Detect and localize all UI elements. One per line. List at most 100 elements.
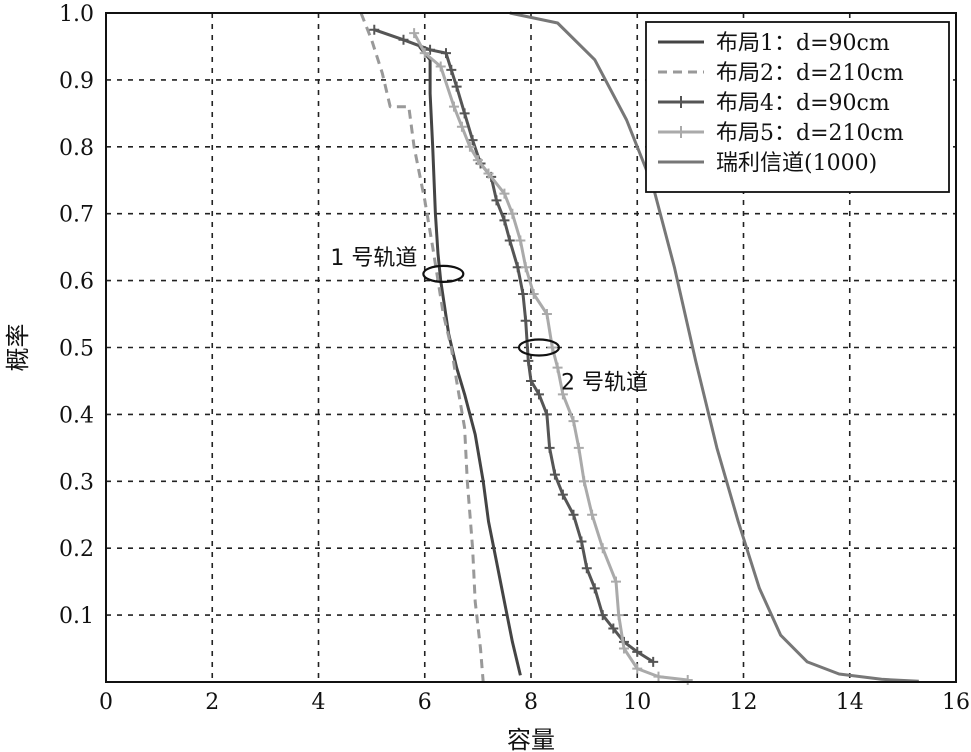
y-tick-label: 0.6 xyxy=(59,270,94,295)
x-tick-label: 14 xyxy=(836,690,864,715)
grid-lines xyxy=(106,13,956,682)
series-point xyxy=(579,476,590,487)
series-point xyxy=(425,44,436,55)
y-tick-label: 0.5 xyxy=(59,337,94,362)
series-point xyxy=(523,355,534,366)
legend-entry: 瑞利信道(1000) xyxy=(716,151,877,176)
series-point xyxy=(504,235,515,246)
series-line-4 xyxy=(412,32,688,682)
series-markers-4 xyxy=(409,28,693,685)
series-point xyxy=(483,168,494,179)
series-point xyxy=(409,28,420,39)
series-point xyxy=(398,34,409,45)
y-axis-label: 概率 xyxy=(4,324,32,372)
x-tick-label: 8 xyxy=(524,690,538,715)
series-point xyxy=(459,108,470,119)
x-tick-label: 2 xyxy=(205,690,219,715)
series-point xyxy=(419,48,430,59)
y-tick-label: 0.9 xyxy=(59,69,94,94)
series-point xyxy=(456,121,467,132)
series-point xyxy=(632,663,643,674)
track-label: 2 号轨道 xyxy=(561,371,648,396)
series-point xyxy=(573,442,584,453)
legend-entry: 布局2：d=210cm xyxy=(716,61,904,86)
series-point xyxy=(446,64,457,75)
series-point xyxy=(467,135,478,146)
series-point xyxy=(597,610,608,621)
legend-box xyxy=(645,21,950,193)
legend-entry: 布局4：d=90cm xyxy=(716,91,890,116)
x-axis-label: 容量 xyxy=(507,726,555,752)
series-point xyxy=(533,389,544,400)
series-point xyxy=(448,101,459,112)
series-point xyxy=(507,208,518,219)
series-point xyxy=(611,576,621,587)
series-point xyxy=(544,442,555,453)
track-label: 1 号轨道 xyxy=(330,246,417,271)
series-point xyxy=(632,646,643,657)
series-point xyxy=(613,610,624,621)
annotations: 1 号轨道 2 号轨道 xyxy=(330,246,648,396)
series-point xyxy=(648,656,659,667)
legend-marker xyxy=(675,96,687,108)
plot-frame xyxy=(105,12,957,683)
track-ellipse xyxy=(517,338,561,357)
x-tick-label: 0 xyxy=(99,690,113,715)
series-point xyxy=(552,362,563,373)
x-tick-label: 12 xyxy=(730,690,758,715)
series-point xyxy=(451,81,462,92)
legend-entry: 布局5：d=210cm xyxy=(716,121,904,146)
legend-marker xyxy=(675,126,687,138)
series-point xyxy=(441,48,451,59)
series-point xyxy=(541,309,552,320)
series-point xyxy=(520,262,531,273)
series-point xyxy=(541,409,552,420)
series-markers-3 xyxy=(369,24,659,667)
series-point xyxy=(576,536,587,547)
series-point xyxy=(581,563,592,574)
y-tick-label: 0.4 xyxy=(59,403,94,428)
series-point xyxy=(557,389,568,400)
tick-labels: 0 2 4 6 8 10 12 14 16 0.1 0.2 0.3 0.4 0.5 0.6 0.7 0.8 0.9… xyxy=(59,2,970,715)
series-point xyxy=(653,671,664,682)
series-point xyxy=(518,288,529,299)
series-point xyxy=(369,24,380,35)
y-tick-label: 0.8 xyxy=(59,136,94,161)
series-point xyxy=(528,288,539,299)
series-point xyxy=(499,188,510,199)
series-point xyxy=(589,583,600,594)
y-tick-label: 0.3 xyxy=(59,470,94,495)
y-tick-label: 0.7 xyxy=(59,203,94,228)
series-point xyxy=(464,141,475,152)
series-point xyxy=(608,623,619,634)
y-tick-label: 0.1 xyxy=(59,604,94,629)
track-ellipse xyxy=(422,264,465,284)
series-point xyxy=(682,674,693,685)
series-line-5 xyxy=(509,11,919,683)
series-point xyxy=(547,342,558,353)
series-point xyxy=(526,375,536,386)
series-point xyxy=(435,61,446,72)
x-tick-label: 10 xyxy=(623,690,651,715)
series-point xyxy=(557,489,568,500)
y-tick-label: 0.2 xyxy=(59,537,94,562)
series-point xyxy=(472,155,483,166)
series-point xyxy=(568,416,579,427)
legend: 布局1：d=90cm 布局2：d=210cm 布局4：d=90cm 布局5：d=210… xyxy=(645,21,950,193)
x-tick-label: 6 xyxy=(418,690,432,715)
legend-entry: 布局1：d=90cm xyxy=(716,31,890,56)
series-point xyxy=(618,643,629,654)
series-line-1 xyxy=(418,45,522,676)
series-point xyxy=(597,543,608,554)
y-tick-label: 1.0 xyxy=(59,2,94,27)
series-point xyxy=(491,195,502,206)
series-point xyxy=(499,215,510,226)
series-point xyxy=(515,235,526,246)
x-tick-label: 16 xyxy=(942,690,970,715)
x-tick-label: 4 xyxy=(312,690,326,715)
series-point xyxy=(520,315,531,326)
series-point xyxy=(587,509,598,520)
series-point xyxy=(549,469,560,480)
series-point xyxy=(568,509,579,520)
